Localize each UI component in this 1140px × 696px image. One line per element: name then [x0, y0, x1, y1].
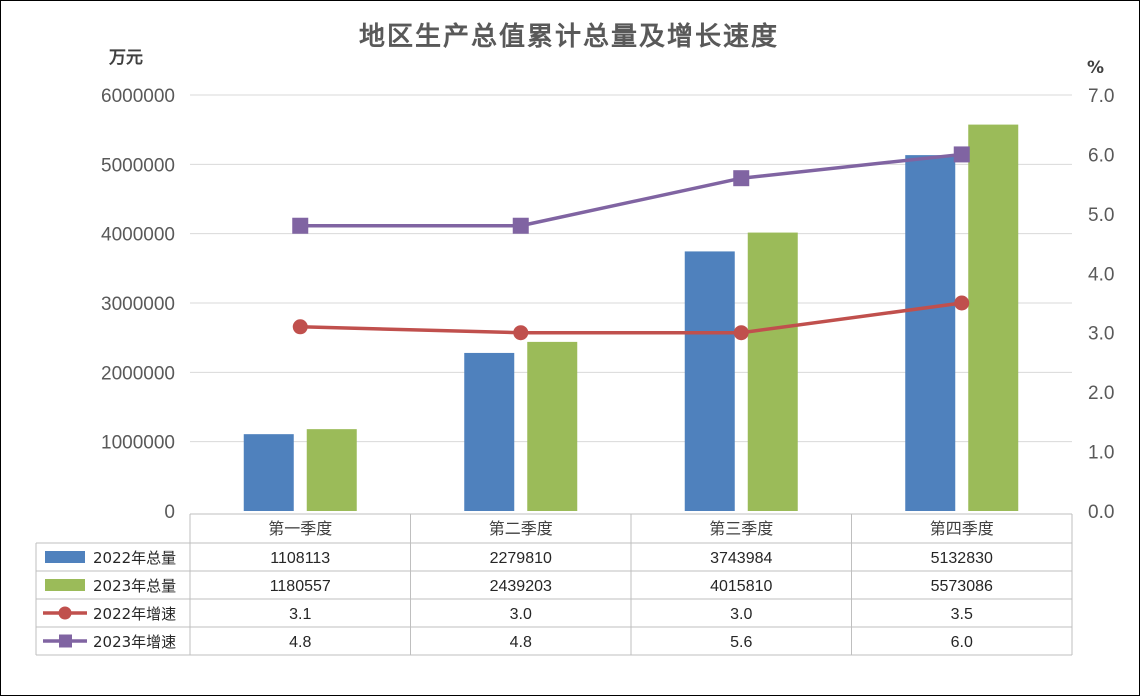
- right-axis-tick-label: 3.0: [1088, 324, 1114, 345]
- table-cell-value: 5.6: [730, 634, 752, 651]
- table-cell-value: 3.0: [510, 606, 532, 623]
- table-cell-value: 5132830: [931, 550, 993, 567]
- right-axis-tick-label: 0.0: [1088, 502, 1114, 523]
- line-marker-circle: [954, 295, 970, 311]
- right-axis-tick-label: 7.0: [1088, 86, 1114, 107]
- table-cell-value: 6.0: [951, 634, 973, 651]
- legend-label: 2023年总量: [93, 577, 176, 595]
- right-axis-tick-label: 6.0: [1088, 145, 1114, 166]
- bar: [306, 429, 357, 511]
- table-cell-value: 4.8: [289, 634, 311, 651]
- chart-title: 地区生产总值累计总量及增长速度: [359, 21, 779, 52]
- right-axis-tick-label: 4.0: [1088, 264, 1114, 285]
- bar: [968, 124, 1019, 512]
- category-label: 第四季度: [930, 519, 994, 538]
- left-axis-tick-label: 3000000: [101, 294, 175, 315]
- left-axis-tick-label: 4000000: [101, 225, 175, 246]
- left-axis-tick-label: 2000000: [101, 363, 175, 384]
- table-cell-value: 3743984: [710, 550, 772, 567]
- legend-swatch: [45, 551, 85, 563]
- table-cell-value: 1108113: [270, 550, 330, 567]
- data-table: 第一季度 第二季度 第三季度 第四季度 2022年总量 1108113 2279810 374…: [35, 513, 1073, 656]
- table-cell-value: 4.8: [510, 634, 532, 651]
- line-marker-circle: [513, 325, 529, 341]
- series-line: [300, 301, 962, 335]
- left-axis-tick-label: 1000000: [101, 433, 175, 454]
- bar-layer: [243, 124, 1019, 512]
- bar: [684, 251, 735, 511]
- line-marker-square: [733, 170, 750, 187]
- table-cell-value: 2279810: [490, 550, 552, 567]
- line-marker-square: [953, 146, 970, 163]
- line-marker-circle: [733, 325, 749, 341]
- legend-label: 2023年增速: [93, 633, 176, 651]
- bar: [905, 155, 956, 511]
- right-axis-tick-label: 1.0: [1088, 443, 1114, 464]
- right-axis-tick-label: 2.0: [1088, 383, 1114, 404]
- left-axis-tick-label: 0: [164, 502, 175, 523]
- right-axis-unit: %: [1087, 58, 1104, 78]
- bar: [464, 352, 515, 511]
- right-axis-tick-label: 5.0: [1088, 205, 1114, 226]
- bar: [747, 232, 798, 512]
- line-marker-circle: [292, 319, 308, 335]
- table-cell-value: 1180557: [270, 578, 331, 595]
- left-axis-unit: 万元: [108, 48, 143, 68]
- category-label: 第一季度: [268, 519, 332, 538]
- legend-label: 2022年总量: [93, 549, 176, 567]
- table-cell-value: 5573086: [931, 578, 993, 595]
- category-label: 第二季度: [489, 519, 553, 538]
- line-marker-square: [292, 217, 309, 234]
- table-cell-value: 3.0: [730, 606, 752, 623]
- line-layer: [292, 146, 970, 341]
- category-label: 第三季度: [709, 519, 773, 538]
- left-axis-tick-label: 6000000: [101, 86, 175, 107]
- legend-swatch: [45, 579, 85, 591]
- table-cell-value: 2439203: [490, 578, 552, 595]
- legend-label: 2022年增速: [93, 605, 176, 623]
- table-cell-value: 4015810: [710, 578, 772, 595]
- table-cell-value: 3.1: [289, 606, 311, 623]
- line-marker-square: [512, 217, 529, 234]
- table-cell-value: 3.5: [951, 606, 973, 623]
- bar: [243, 434, 294, 511]
- axis-layer: 6000000 5000000 4000000 3000000 2000000 10000…: [101, 86, 1114, 523]
- series-line: [300, 152, 962, 228]
- legend-marker-square: [59, 634, 72, 648]
- bar: [527, 341, 578, 511]
- left-axis-tick-label: 5000000: [101, 155, 175, 176]
- legend-marker-circle: [58, 606, 72, 620]
